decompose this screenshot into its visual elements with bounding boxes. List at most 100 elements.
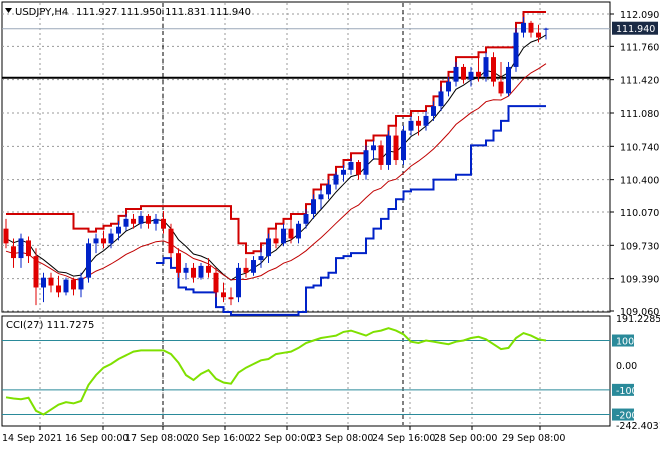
candle-body <box>221 292 226 298</box>
candle-body <box>281 228 286 244</box>
collapse-triangle-icon[interactable] <box>5 8 12 13</box>
candle-body <box>446 81 451 92</box>
x-tick-label: 23 Sep 08:00 <box>310 433 373 444</box>
candle-body <box>86 243 91 278</box>
fast-ma-line <box>5 34 547 281</box>
candle-body <box>378 145 384 165</box>
cci-indicator <box>2 327 610 416</box>
x-tick-label: 17 Sep 08:00 <box>125 433 188 444</box>
candle-body <box>236 267 241 298</box>
candle-body <box>71 279 76 290</box>
y-tick-label: 109.730 <box>620 241 659 252</box>
candle-body <box>11 246 16 259</box>
candle-body <box>453 66 459 82</box>
candle-body <box>423 115 429 126</box>
y-tick-label: 110.400 <box>620 176 659 187</box>
candle-body <box>191 267 196 278</box>
candle-body <box>198 265 204 278</box>
candle-body <box>326 184 331 195</box>
candle-body <box>506 66 511 94</box>
cci-axis: 191.2285 100 0.00 -100 -200-242.4031 <box>612 314 660 432</box>
x-tick-label: 20 Sep 16:00 <box>187 433 250 444</box>
candle-body <box>123 218 129 227</box>
candle-body <box>401 130 406 161</box>
candle-body <box>513 32 519 67</box>
price-axis: 112.090 111.760 111.420 111.080 110.740 110.4… <box>610 10 659 318</box>
y-tick-label: 110.070 <box>620 208 659 219</box>
price-indicators <box>5 11 547 316</box>
candle-body <box>393 135 399 161</box>
cci-tick-label: 191.2285 <box>616 314 660 325</box>
support-stop-line <box>156 105 546 316</box>
x-tick-label: 14 Sep 2021 <box>2 433 62 444</box>
cci-plot-frame <box>1 315 611 427</box>
current-price-label: 111.940 <box>616 24 655 35</box>
y-tick-label: 110.740 <box>620 142 659 153</box>
x-tick-label: 28 Sep 00:00 <box>434 433 497 444</box>
candle-body <box>371 145 376 151</box>
candle-body <box>438 91 444 107</box>
candle-body <box>273 238 279 244</box>
candle-body <box>318 194 324 200</box>
candle-body <box>288 228 294 239</box>
cci-level-badge <box>612 334 634 347</box>
chart-title: USDJPY,H4 <box>15 7 68 18</box>
candle-body <box>176 253 181 273</box>
candle-body <box>153 218 159 224</box>
candle-body <box>341 169 346 175</box>
candle-body <box>213 272 219 293</box>
candle-body <box>146 215 151 224</box>
y-tick-label: 109.060 <box>620 307 659 318</box>
y-tick-label: 111.420 <box>620 76 659 87</box>
candle-body <box>33 256 39 288</box>
candle-body <box>93 238 99 244</box>
candle-body <box>26 240 31 257</box>
candle-body <box>78 277 84 290</box>
x-tick-label: 22 Sep 00:00 <box>249 433 312 444</box>
candle-body <box>528 22 534 33</box>
x-tick-label: 16 Sep 00:00 <box>65 433 128 444</box>
cci-tick-label: -100 <box>616 386 638 397</box>
cci-title: CCI(27) 111.7275 <box>6 320 94 331</box>
candle-body <box>108 233 114 244</box>
candle-body <box>431 106 436 116</box>
ohlc-values: 111.927 111.950 111.831 111.940 <box>76 7 251 18</box>
candle-body <box>483 57 489 77</box>
cci-tick-label: 0.00 <box>616 361 637 372</box>
candle-body <box>476 71 481 77</box>
candle-body <box>491 57 496 82</box>
candle-body <box>41 277 46 288</box>
cci-line <box>5 327 547 416</box>
candle-body <box>63 279 69 293</box>
candle-body <box>48 277 54 286</box>
candle-body <box>543 28 549 30</box>
candle-body <box>521 22 526 33</box>
cci-level-badge <box>612 408 634 421</box>
candle-body <box>303 213 309 224</box>
candle-body <box>251 260 256 273</box>
cci-tick-label: -200 <box>616 411 638 422</box>
y-tick-label: 112.090 <box>620 10 659 21</box>
current-price-badge <box>612 21 658 35</box>
x-tick-label: 24 Sep 16:00 <box>372 433 435 444</box>
candle-body <box>536 32 541 38</box>
candle-body <box>468 71 474 80</box>
y-tick-label: 109.390 <box>620 275 659 286</box>
x-tick-label: 29 Sep 08:00 <box>502 433 565 444</box>
candle-body <box>206 265 211 273</box>
candle-body <box>296 223 301 239</box>
candle-body <box>101 238 106 244</box>
candle-body <box>356 162 361 175</box>
cci-tick-label: 100 <box>616 337 634 348</box>
candle-body <box>56 285 61 293</box>
candle-body <box>18 238 24 259</box>
y-tick-label: 111.760 <box>620 42 659 53</box>
candle-body <box>3 228 9 244</box>
candles <box>3 16 549 306</box>
slow-ma-line <box>5 63 547 281</box>
candle-body <box>168 228 174 254</box>
candle-body <box>498 81 504 94</box>
